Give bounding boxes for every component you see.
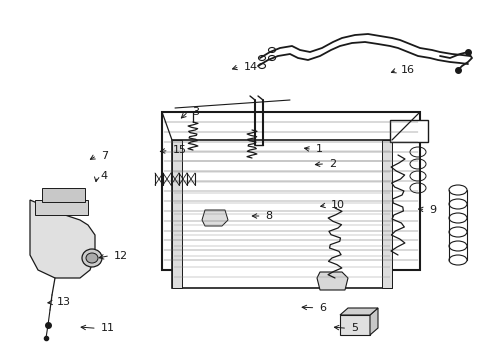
Ellipse shape (86, 253, 98, 263)
Ellipse shape (258, 63, 265, 68)
Text: 1: 1 (315, 144, 322, 154)
Bar (162, 112, 419, 270)
Text: 8: 8 (265, 211, 272, 221)
Polygon shape (316, 272, 347, 290)
Bar (172, 140, 182, 288)
Polygon shape (35, 200, 88, 215)
Polygon shape (202, 210, 227, 226)
Ellipse shape (258, 55, 265, 60)
Text: 16: 16 (400, 65, 414, 75)
Text: 5: 5 (350, 323, 357, 333)
Ellipse shape (268, 48, 275, 53)
Text: 14: 14 (243, 62, 257, 72)
Bar (389, 120, 427, 142)
Text: 4: 4 (101, 171, 108, 181)
Text: 9: 9 (428, 204, 436, 215)
Bar (381, 140, 391, 288)
Polygon shape (369, 308, 377, 335)
Text: 12: 12 (114, 251, 128, 261)
Polygon shape (42, 188, 85, 202)
Text: 13: 13 (57, 297, 71, 307)
Text: 6: 6 (319, 303, 325, 313)
Polygon shape (30, 200, 95, 278)
Text: 10: 10 (330, 200, 344, 210)
Bar (172, 140, 391, 288)
Ellipse shape (82, 249, 102, 267)
Text: 15: 15 (172, 145, 186, 156)
Text: 2: 2 (328, 159, 336, 169)
Text: 7: 7 (101, 150, 108, 161)
Polygon shape (339, 308, 377, 315)
Ellipse shape (268, 55, 275, 60)
Text: 11: 11 (101, 323, 115, 333)
Polygon shape (339, 315, 369, 335)
Text: 3: 3 (192, 107, 199, 117)
